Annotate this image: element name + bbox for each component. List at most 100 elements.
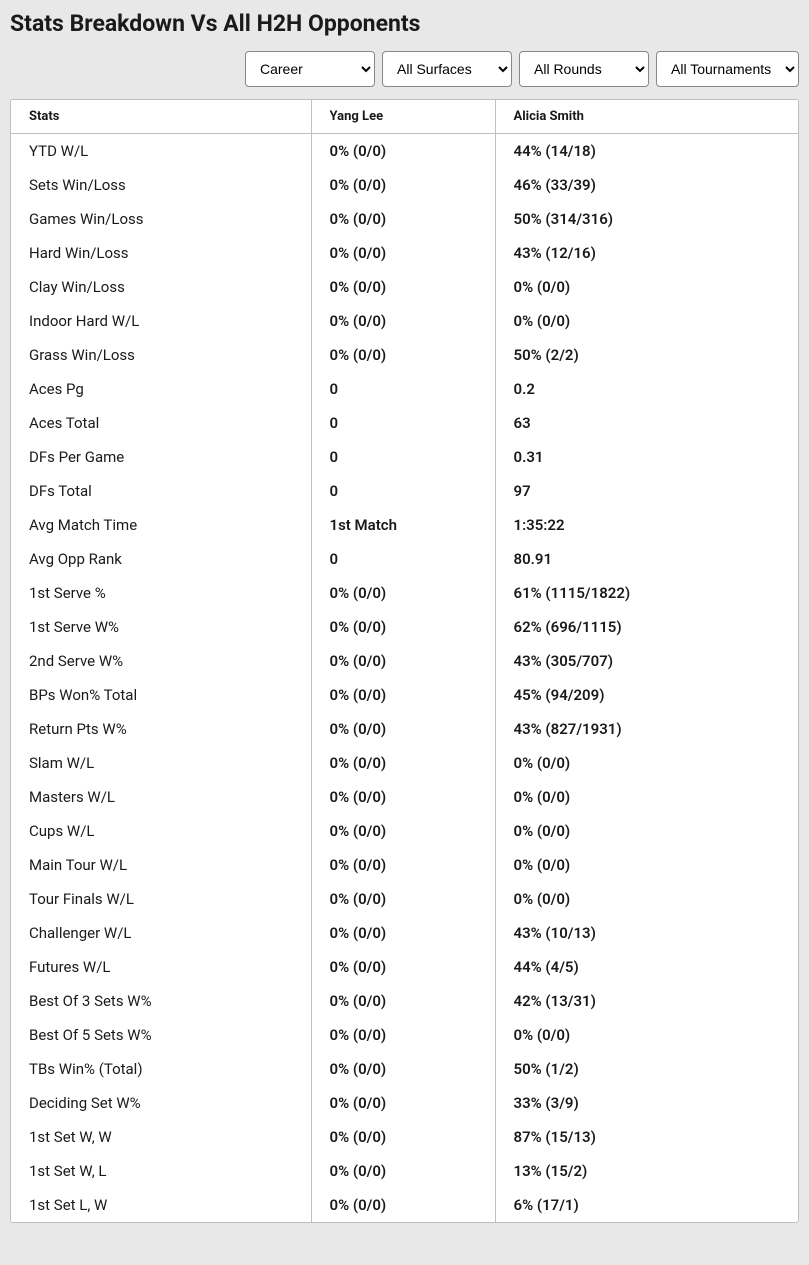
player2-value: 62% (696/1115)	[495, 610, 798, 644]
table-row: YTD W/L0% (0/0)44% (14/18)	[11, 134, 798, 169]
stat-label: Slam W/L	[11, 746, 311, 780]
stat-label: Hard Win/Loss	[11, 236, 311, 270]
table-row: Masters W/L0% (0/0)0% (0/0)	[11, 780, 798, 814]
player2-value: 45% (94/209)	[495, 678, 798, 712]
player1-value: 0	[311, 372, 495, 406]
player2-value: 33% (3/9)	[495, 1086, 798, 1120]
stat-label: Games Win/Loss	[11, 202, 311, 236]
tournament-select[interactable]: All Tournaments	[656, 51, 799, 87]
table-row: Return Pts W%0% (0/0)43% (827/1931)	[11, 712, 798, 746]
player1-value: 0% (0/0)	[311, 270, 495, 304]
stat-label: 2nd Serve W%	[11, 644, 311, 678]
table-row: Main Tour W/L0% (0/0)0% (0/0)	[11, 848, 798, 882]
player2-value: 0.2	[495, 372, 798, 406]
player1-value: 0% (0/0)	[311, 712, 495, 746]
player1-value: 0% (0/0)	[311, 1120, 495, 1154]
table-row: Sets Win/Loss0% (0/0)46% (33/39)	[11, 168, 798, 202]
stat-label: TBs Win% (Total)	[11, 1052, 311, 1086]
player2-value: 42% (13/31)	[495, 984, 798, 1018]
table-row: DFs Per Game00.31	[11, 440, 798, 474]
player2-value: 0% (0/0)	[495, 746, 798, 780]
player2-value: 13% (15/2)	[495, 1154, 798, 1188]
stat-label: Best Of 3 Sets W%	[11, 984, 311, 1018]
player1-value: 0% (0/0)	[311, 236, 495, 270]
stat-label: 1st Serve W%	[11, 610, 311, 644]
stat-label: 1st Set W, L	[11, 1154, 311, 1188]
player1-value: 1st Match	[311, 508, 495, 542]
player1-value: 0% (0/0)	[311, 1154, 495, 1188]
player2-value: 0% (0/0)	[495, 848, 798, 882]
player2-value: 43% (12/16)	[495, 236, 798, 270]
table-row: Avg Opp Rank080.91	[11, 542, 798, 576]
stat-label: Aces Total	[11, 406, 311, 440]
player2-value: 63	[495, 406, 798, 440]
player1-value: 0	[311, 406, 495, 440]
player2-value: 44% (14/18)	[495, 134, 798, 169]
period-select[interactable]: Career	[245, 51, 375, 87]
surface-select[interactable]: All Surfaces	[382, 51, 512, 87]
filters-row: Career All Surfaces All Rounds All Tourn…	[10, 51, 799, 87]
player1-value: 0% (0/0)	[311, 1018, 495, 1052]
player2-value: 87% (15/13)	[495, 1120, 798, 1154]
player1-value: 0% (0/0)	[311, 916, 495, 950]
stat-label: Tour Finals W/L	[11, 882, 311, 916]
player2-value: 0% (0/0)	[495, 304, 798, 338]
stat-label: Deciding Set W%	[11, 1086, 311, 1120]
table-row: BPs Won% Total0% (0/0)45% (94/209)	[11, 678, 798, 712]
player2-value: 61% (1115/1822)	[495, 576, 798, 610]
player2-value: 50% (1/2)	[495, 1052, 798, 1086]
player1-value: 0	[311, 474, 495, 508]
stat-label: Sets Win/Loss	[11, 168, 311, 202]
table-row: Cups W/L0% (0/0)0% (0/0)	[11, 814, 798, 848]
stat-label: Aces Pg	[11, 372, 311, 406]
stat-label: DFs Total	[11, 474, 311, 508]
player2-value: 43% (305/707)	[495, 644, 798, 678]
player1-value: 0% (0/0)	[311, 1086, 495, 1120]
stat-label: BPs Won% Total	[11, 678, 311, 712]
stat-label: Grass Win/Loss	[11, 338, 311, 372]
table-row: DFs Total097	[11, 474, 798, 508]
table-row: Games Win/Loss0% (0/0)50% (314/316)	[11, 202, 798, 236]
stat-label: Clay Win/Loss	[11, 270, 311, 304]
stat-label: DFs Per Game	[11, 440, 311, 474]
header-player1: Yang Lee	[311, 100, 495, 134]
table-row: 2nd Serve W%0% (0/0)43% (305/707)	[11, 644, 798, 678]
stats-table: Stats Yang Lee Alicia Smith YTD W/L0% (0…	[11, 100, 798, 1222]
table-row: 1st Set W, W0% (0/0)87% (15/13)	[11, 1120, 798, 1154]
player1-value: 0% (0/0)	[311, 1188, 495, 1222]
table-row: Deciding Set W%0% (0/0)33% (3/9)	[11, 1086, 798, 1120]
player1-value: 0% (0/0)	[311, 202, 495, 236]
table-row: Aces Pg00.2	[11, 372, 798, 406]
player1-value: 0% (0/0)	[311, 780, 495, 814]
player2-value: 0% (0/0)	[495, 270, 798, 304]
table-row: Best Of 5 Sets W%0% (0/0)0% (0/0)	[11, 1018, 798, 1052]
round-select[interactable]: All Rounds	[519, 51, 649, 87]
table-row: 1st Serve %0% (0/0)61% (1115/1822)	[11, 576, 798, 610]
table-row: Slam W/L0% (0/0)0% (0/0)	[11, 746, 798, 780]
player1-value: 0% (0/0)	[311, 644, 495, 678]
stat-label: YTD W/L	[11, 134, 311, 169]
table-row: Aces Total063	[11, 406, 798, 440]
player1-value: 0% (0/0)	[311, 134, 495, 169]
table-row: 1st Serve W%0% (0/0)62% (696/1115)	[11, 610, 798, 644]
player2-value: 43% (827/1931)	[495, 712, 798, 746]
stat-label: 1st Set W, W	[11, 1120, 311, 1154]
stat-label: Cups W/L	[11, 814, 311, 848]
stat-label: Main Tour W/L	[11, 848, 311, 882]
player1-value: 0% (0/0)	[311, 168, 495, 202]
page-title: Stats Breakdown Vs All H2H Opponents	[10, 10, 799, 37]
table-row: 1st Set W, L0% (0/0)13% (15/2)	[11, 1154, 798, 1188]
table-row: Indoor Hard W/L0% (0/0)0% (0/0)	[11, 304, 798, 338]
player2-value: 80.91	[495, 542, 798, 576]
stat-label: Avg Match Time	[11, 508, 311, 542]
player1-value: 0% (0/0)	[311, 678, 495, 712]
stat-label: Avg Opp Rank	[11, 542, 311, 576]
player2-value: 0% (0/0)	[495, 780, 798, 814]
player1-value: 0% (0/0)	[311, 1052, 495, 1086]
table-row: Avg Match Time1st Match1:35:22	[11, 508, 798, 542]
table-row: Hard Win/Loss0% (0/0)43% (12/16)	[11, 236, 798, 270]
player2-value: 97	[495, 474, 798, 508]
player1-value: 0% (0/0)	[311, 950, 495, 984]
player1-value: 0% (0/0)	[311, 338, 495, 372]
player1-value: 0	[311, 542, 495, 576]
